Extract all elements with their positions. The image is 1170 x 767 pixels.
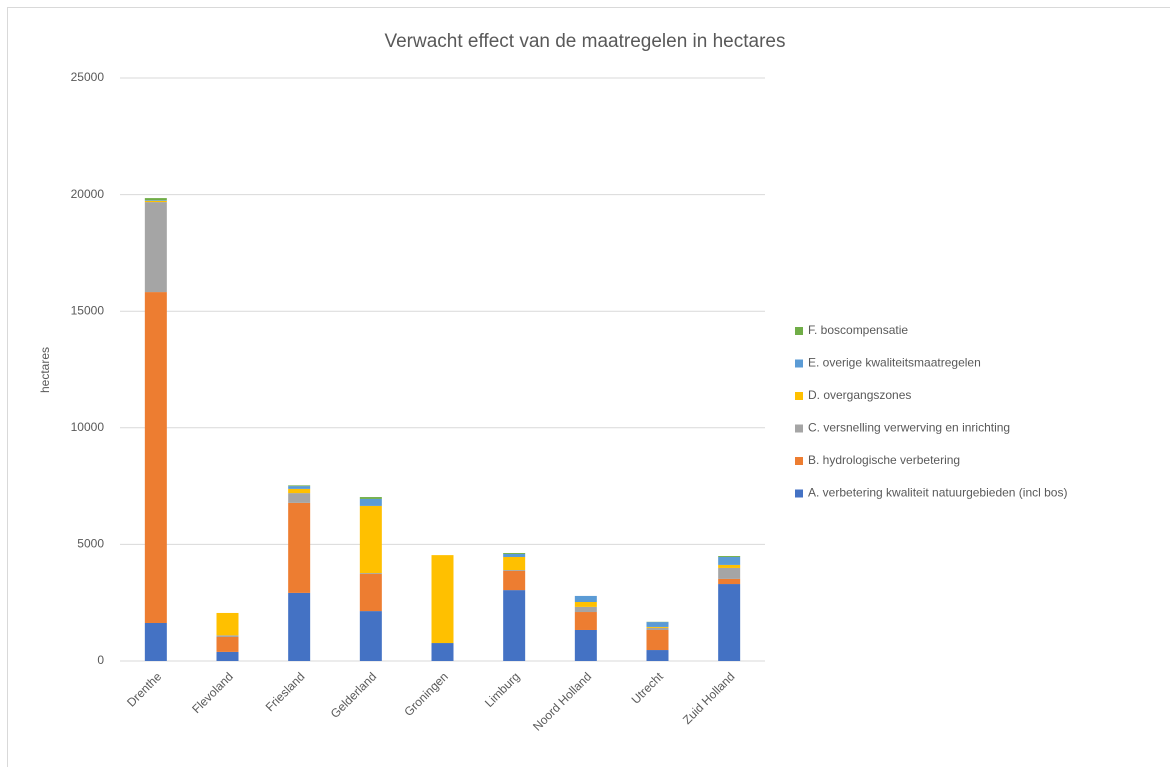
bar-segment <box>574 629 597 661</box>
bar-segment <box>359 505 382 574</box>
legend-label: E. overige kwaliteitsmaatregelen <box>808 356 981 370</box>
bar-segment <box>144 200 167 203</box>
bar-segment <box>144 292 167 623</box>
legend-swatch <box>795 327 803 335</box>
bar-segment <box>288 488 311 494</box>
x-tick-label: Drenthe <box>124 669 164 709</box>
bar-segment <box>718 578 741 585</box>
bar-segment <box>503 553 526 557</box>
bar-segment <box>718 567 741 579</box>
x-tick-label: Gelderland <box>328 669 379 720</box>
y-tick-label: 5000 <box>77 537 104 551</box>
bar-segment <box>288 502 311 593</box>
bar-segment <box>431 643 454 661</box>
bar-segment <box>216 636 239 652</box>
legend-swatch <box>795 457 803 465</box>
bar-segment <box>359 498 382 506</box>
legend-label: B. hydrologische verbetering <box>808 453 960 467</box>
y-tick-label: 15000 <box>71 303 105 317</box>
legend-label: A. verbetering kwaliteit natuurgebieden … <box>808 486 1067 500</box>
legend-label: F. boscompensatie <box>808 323 908 337</box>
legend-swatch <box>795 392 803 400</box>
bar-segment <box>574 606 597 613</box>
bar-segment <box>144 622 167 661</box>
y-tick-label: 25000 <box>71 70 105 84</box>
bar-segment <box>718 584 741 661</box>
bar-segment <box>718 556 741 557</box>
legend-swatch <box>795 489 803 498</box>
bar-segment <box>144 202 167 293</box>
legend-label: D. overgangszones <box>808 388 911 402</box>
y-axis-label: hectares <box>38 347 52 393</box>
bar-segment <box>431 555 454 644</box>
x-tick-label: Zuid Holland <box>680 669 738 727</box>
bar-segment <box>359 497 382 499</box>
bar-segment <box>503 553 526 554</box>
bar-segment <box>503 570 526 591</box>
bar-segment <box>574 602 597 607</box>
bar-segment <box>144 198 167 201</box>
bar-segment <box>503 590 526 661</box>
bar-segment <box>574 612 597 630</box>
bar-segment <box>646 627 669 630</box>
bar-segment <box>359 573 382 575</box>
chart-title: Verwacht effect van de maatregelen in he… <box>384 31 785 52</box>
bar-segment <box>288 592 311 661</box>
bar-segment <box>216 651 239 661</box>
bar-segment <box>503 570 526 571</box>
x-tick-label: Limburg <box>482 669 523 710</box>
bar-segment <box>718 556 741 565</box>
chart-frame <box>7 7 1170 767</box>
x-tick-label: Noord Holland <box>530 669 594 733</box>
legend-label: C. versnelling verwerving en inrichting <box>808 421 1010 435</box>
bar-segment <box>359 611 382 661</box>
bar-segment <box>646 622 669 627</box>
x-tick-label: Flevoland <box>189 669 236 716</box>
y-tick-label: 0 <box>97 653 104 667</box>
bar-segment <box>144 200 167 201</box>
x-tick-label: Friesland <box>263 669 308 714</box>
bar-segment <box>646 626 669 628</box>
bar-segment <box>359 574 382 612</box>
y-tick-label: 20000 <box>71 187 105 201</box>
bar-segment <box>216 635 239 637</box>
bar-segment <box>216 612 239 636</box>
bar-segment <box>646 629 669 651</box>
bar-segment <box>718 564 741 568</box>
bar-segment <box>503 556 526 571</box>
bar-segment <box>574 595 597 603</box>
x-tick-label: Utrecht <box>629 669 667 707</box>
bar-segment <box>646 650 669 661</box>
bar-segment <box>288 485 311 487</box>
bar-segment <box>288 493 311 503</box>
y-tick-label: 10000 <box>71 420 105 434</box>
bar-segment <box>288 486 311 489</box>
legend-swatch <box>795 359 803 368</box>
x-tick-label: Groningen <box>401 669 451 719</box>
legend-swatch <box>795 424 803 433</box>
